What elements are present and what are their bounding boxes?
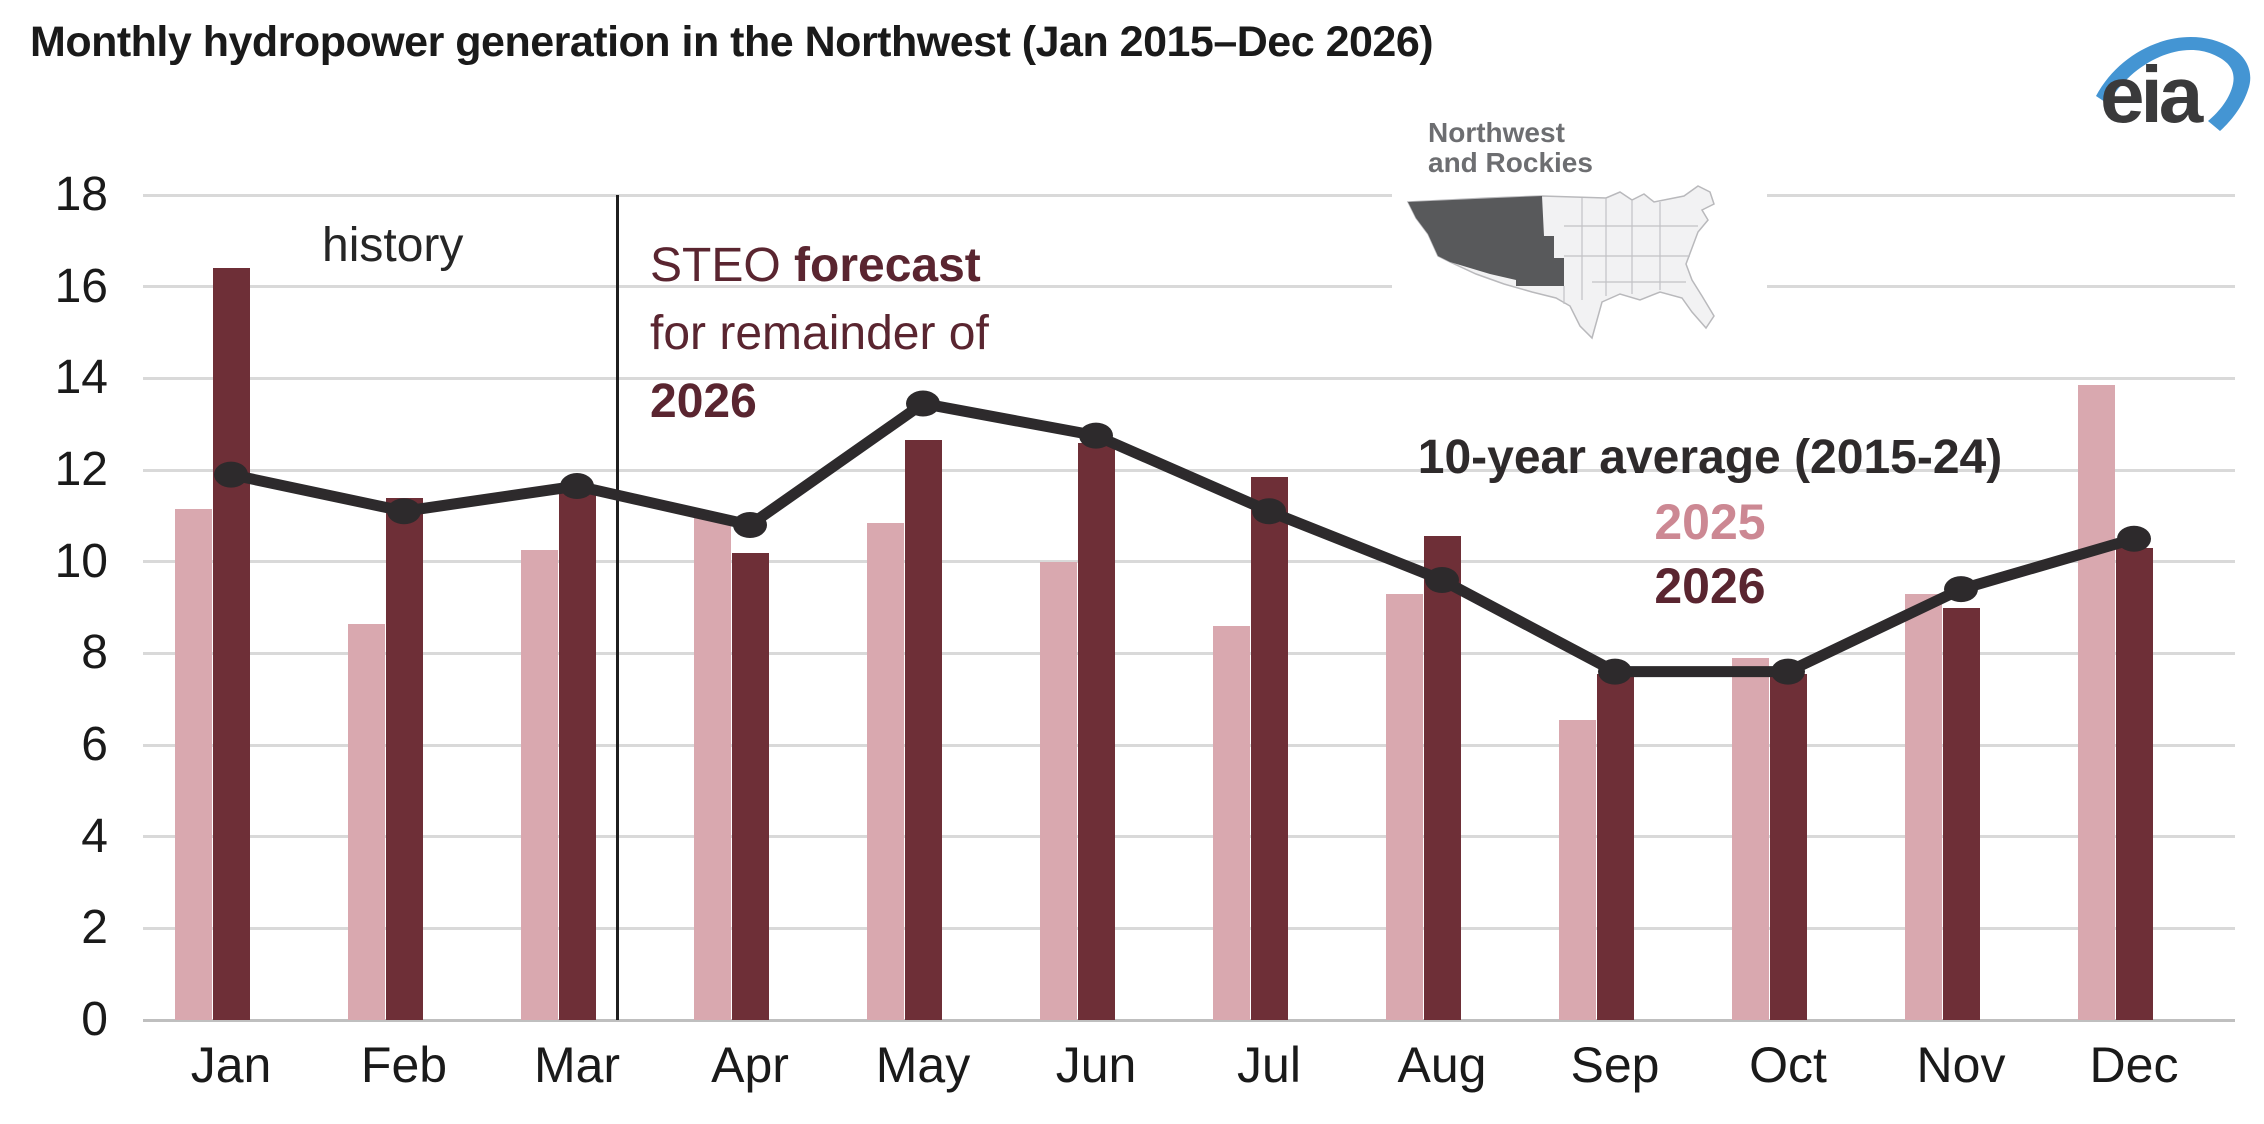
x-tick-label: Nov: [1916, 1037, 2006, 1093]
legend: 10-year average (2015-24) 2025 2026: [1340, 426, 2080, 618]
x-tick-label: May: [875, 1037, 971, 1093]
state-borders: [1563, 198, 1698, 304]
bar-2026: [1251, 476, 1288, 1020]
steo-forecast-line3: 2026: [650, 375, 757, 428]
history-label: history: [322, 219, 464, 272]
y-tick-label: 10: [54, 534, 108, 588]
bar-2025: [521, 550, 558, 1020]
history-forecast-divider: [615, 195, 619, 1020]
x-tick-label: Jun: [1055, 1037, 1137, 1093]
y-tick-label: 0: [81, 993, 108, 1046]
y-tick-label: 2: [81, 901, 108, 955]
legend-avg-label: 10-year average (2015-24): [1417, 431, 2003, 484]
eia-logo: eia: [2096, 37, 2251, 138]
x-tick-label: Sep: [1570, 1037, 1660, 1093]
bar-2026: [1078, 442, 1115, 1020]
bar-2026: [1770, 673, 1807, 1020]
gridline: [143, 376, 2235, 380]
northwest-rockies-region: [1408, 196, 1564, 286]
gridline: [143, 743, 2235, 747]
gridline: [143, 193, 2235, 197]
bar-2026: [905, 440, 942, 1020]
page-title: Monthly hydropower generation in the Nor…: [30, 18, 1434, 66]
bar-2026: [1943, 607, 1980, 1020]
bar-2025: [1905, 593, 1942, 1020]
gridline: [143, 285, 2235, 289]
map-label-line2: and Rockies: [1428, 147, 1593, 178]
bar-2026: [386, 497, 423, 1020]
y-tick-label: 4: [81, 809, 108, 863]
y-tick-label: 14: [54, 351, 108, 405]
y-tick-label: 12: [54, 443, 108, 496]
legend-2025-label: 2025: [1654, 494, 1766, 550]
bar-2026: [2116, 547, 2153, 1020]
gridline: [143, 835, 2235, 839]
bar-2026: [213, 268, 250, 1020]
map-label-line1: Northwest: [1428, 117, 1565, 148]
x-tick-label: Oct: [1749, 1037, 1827, 1093]
y-tick-label: 8: [81, 626, 108, 680]
gridline: [143, 926, 2235, 930]
us-map: [1406, 185, 1715, 340]
x-tick-label: Dec: [2089, 1037, 2179, 1093]
x-tick-label: Feb: [360, 1037, 448, 1093]
bar-2026: [559, 492, 596, 1020]
map-inset: Northwest and Rockies: [1392, 106, 1767, 361]
y-tick-label: 6: [81, 718, 108, 771]
steo-forecast-label: STEO forecast for remainder of 2026: [650, 232, 989, 436]
bar-2025: [1213, 625, 1250, 1020]
y-tick-label: 16: [54, 259, 108, 313]
avg-point: [733, 512, 767, 538]
eia-logo-text: eia: [2100, 50, 2204, 138]
steo-forecast-line2: for remainder of: [650, 307, 989, 360]
y-tick-label: 18: [54, 168, 108, 221]
x-tick-label: Mar: [533, 1037, 621, 1093]
x-tick-label: Jan: [190, 1037, 272, 1093]
eia-logo-swoosh: [2096, 37, 2251, 132]
steo-forecast-line1: STEO forecast: [650, 239, 981, 292]
bar-2026: [1597, 673, 1634, 1020]
x-tick-label: Apr: [711, 1037, 789, 1093]
bar-2025: [867, 522, 904, 1020]
bar-2025: [1040, 561, 1077, 1020]
bar-2025: [2078, 385, 2115, 1020]
bar-2025: [694, 515, 731, 1020]
bar-2025: [348, 623, 385, 1020]
legend-2026-label: 2026: [1654, 558, 1766, 614]
x-tick-label: Aug: [1397, 1037, 1487, 1093]
bar-2025: [1559, 719, 1596, 1020]
map-label: Northwest and Rockies: [1428, 117, 1593, 178]
bar-2025: [1386, 593, 1423, 1020]
x-tick-label: Jul: [1237, 1037, 1301, 1093]
x-axis-line: [143, 1018, 2235, 1022]
bar-2025: [1732, 657, 1769, 1020]
bar-2026: [732, 552, 769, 1020]
bar-2025: [175, 508, 212, 1020]
